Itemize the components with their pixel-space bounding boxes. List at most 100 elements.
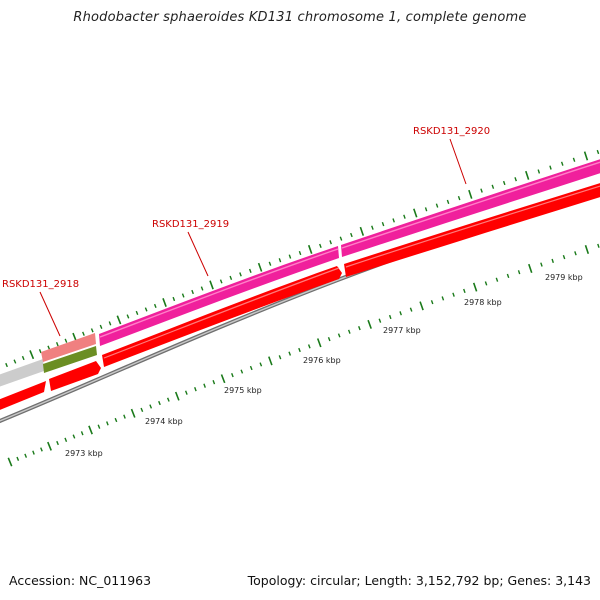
upper-tick-41: [371, 225, 374, 230]
lower-tick-6: [56, 440, 59, 446]
upper-tick-5: [29, 350, 35, 360]
upper-tick-2: [5, 362, 8, 368]
lower-tick-track: [7, 243, 600, 467]
upper-tick-57: [549, 165, 552, 170]
lower-tick-55: [528, 263, 533, 273]
upper-tick-9: [64, 338, 68, 343]
lower-tick-30: [268, 356, 273, 366]
upper-tick-48: [446, 199, 450, 205]
cds-arrow-2918b[interactable]: [49, 361, 101, 391]
upper-tick-14: [108, 321, 112, 326]
lower-tick-25: [220, 374, 226, 384]
upper-tick-36: [319, 243, 322, 248]
upper-tick-26: [219, 279, 223, 284]
cds-arrow-2918[interactable]: [0, 381, 46, 414]
ruler-label-2979: 2979 kbp: [545, 273, 583, 282]
upper-tick-45: [413, 208, 418, 218]
lower-tick-32: [288, 351, 292, 356]
upper-tick-47: [435, 203, 439, 208]
upper-tick-15: [116, 315, 122, 325]
lower-tick-23: [203, 383, 206, 388]
gene-olive-2918[interactable]: [43, 346, 97, 373]
upper-tick-54: [514, 177, 517, 182]
lower-tick-31: [278, 355, 282, 360]
ruler-label-2973: 2973 kbp: [65, 449, 103, 458]
upper-tick-7: [47, 345, 51, 350]
gene-pink-2919[interactable]: [99, 246, 339, 346]
leader-line-2919: [187, 231, 209, 277]
lower-tick-58: [562, 254, 566, 260]
upper-tick-20: [162, 298, 167, 307]
upper-tick-58: [560, 161, 564, 166]
lower-tick-54: [517, 270, 521, 275]
upper-tick-33: [288, 254, 292, 259]
upper-tick-19: [153, 303, 157, 309]
lower-tick-45: [419, 301, 424, 311]
upper-tick-42: [381, 221, 385, 227]
lower-tick-34: [307, 344, 311, 349]
gene-gray-2917[interactable]: [0, 359, 44, 390]
genome-summary-text: Topology: circular; Length: 3,152,792 bp…: [247, 573, 591, 588]
lower-tick-35: [316, 338, 322, 348]
lower-tick-15: [130, 408, 136, 418]
upper-tick-53: [502, 180, 506, 186]
upper-tick-44: [403, 214, 406, 219]
chromosome-backbone-highlight: [0, 193, 600, 422]
lower-tick-41: [378, 318, 382, 323]
lower-tick-9: [80, 431, 84, 436]
lower-tick-28: [249, 365, 253, 371]
upper-tick-13: [99, 324, 103, 329]
upper-tick-32: [278, 258, 282, 263]
upper-tick-25: [209, 280, 214, 290]
lower-tick-33: [298, 347, 301, 353]
lower-tick-4: [40, 447, 43, 452]
upper-tick-61: [596, 149, 600, 155]
lower-tick-37: [337, 333, 341, 338]
ruler-label-2976: 2976 kbp: [303, 356, 341, 365]
upper-tick-16: [126, 314, 130, 319]
upper-tick-27: [229, 275, 233, 281]
lower-tick-57: [551, 258, 554, 264]
upper-tick-4: [21, 355, 25, 361]
lower-tick-3: [32, 450, 35, 455]
lower-tick-19: [166, 397, 170, 402]
lower-tick-16: [140, 407, 144, 413]
lower-tick-50: [472, 282, 478, 292]
upper-tick-60: [583, 151, 589, 161]
upper-tick-29: [248, 268, 252, 273]
upper-tick-31: [268, 261, 272, 266]
upper-tick-51: [480, 188, 483, 193]
lower-tick-2: [24, 453, 28, 458]
lower-tick-18: [158, 400, 161, 406]
lower-tick-36: [327, 336, 331, 342]
upper-tick-12: [90, 328, 94, 333]
upper-tick-50: [468, 189, 473, 199]
upper-tick-39: [350, 232, 353, 238]
upper-tick-38: [339, 236, 343, 241]
upper-tick-49: [457, 195, 461, 201]
lower-tick-40: [367, 319, 372, 329]
gene-label-2919[interactable]: RSKD131_2919: [152, 219, 229, 230]
lower-tick-7: [64, 437, 68, 442]
lower-tick-39: [358, 325, 361, 331]
ruler-label-2977: 2977 kbp: [383, 326, 421, 335]
lower-tick-43: [399, 311, 402, 316]
upper-tick-43: [392, 218, 395, 223]
upper-tick-11: [82, 331, 85, 336]
cds-arrow-2920[interactable]: [344, 180, 600, 277]
gene-salmon-2918[interactable]: [41, 333, 96, 362]
lower-tick-0: [7, 457, 13, 467]
upper-tick-8: [55, 342, 59, 347]
lower-tick-47: [441, 296, 445, 301]
gene-label-2920[interactable]: RSKD131_2920: [413, 126, 490, 137]
leader-line-2920: [449, 138, 467, 185]
upper-tick-track: [5, 149, 600, 368]
upper-tick-35: [307, 244, 313, 254]
cds-arrow-2919[interactable]: [102, 266, 342, 367]
gene-label-2918[interactable]: RSKD131_2918: [2, 279, 79, 290]
lower-tick-13: [114, 417, 118, 423]
upper-tick-52: [491, 184, 495, 189]
lower-tick-48: [452, 292, 455, 297]
